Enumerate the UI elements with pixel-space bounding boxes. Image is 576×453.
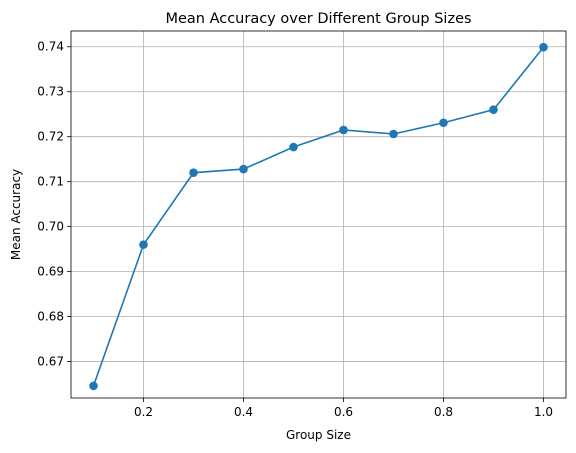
series-line [92,46,545,387]
x-tick-label: 0.8 [434,405,453,419]
x-tick-label: 0.4 [234,405,253,419]
y-tick-label: 0.71 [37,175,64,189]
grid-layer [71,31,566,398]
x-tick-label: 0.2 [134,405,153,419]
y-tick-label: 0.69 [37,265,64,279]
data-point [289,142,298,152]
data-point [89,381,98,391]
data-point [239,164,248,174]
data-point [189,168,198,177]
x-tick-label: 0.6 [334,405,353,419]
plot-area-frame [70,30,567,399]
data-point [539,42,548,52]
x-tick-label: 1.0 [534,405,553,419]
y-tick-label: 0.73 [37,85,64,99]
x-axis-label: Group Size [286,428,351,442]
y-tick-label: 0.68 [37,310,64,324]
chart-title: Mean Accuracy over Different Group Sizes [165,11,471,27]
y-tick-label: 0.74 [37,40,64,54]
y-tick-label: 0.72 [37,130,64,144]
data-point [439,118,448,128]
y-tick-label: 0.67 [37,355,64,369]
data-point [389,129,398,139]
tick-layer: 0.2 0.4 0.6 0.8 1.0 0.67 0.68 0.69 0.70 0.71 0.72 0… [37,40,553,419]
data-point [339,125,348,135]
y-tick-label: 0.70 [37,220,64,234]
y-axis-label: Mean Accuracy [9,169,23,260]
data-point [139,240,148,249]
data-point [489,105,498,115]
data-points [89,42,548,391]
